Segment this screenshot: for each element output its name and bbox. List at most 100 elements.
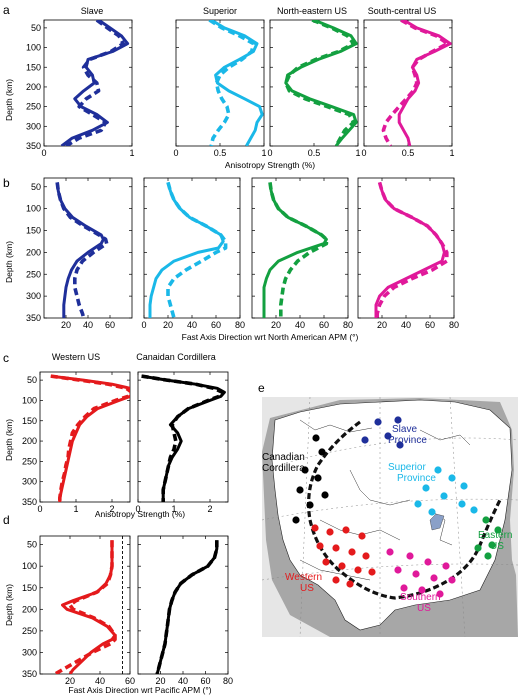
xtick-label-11-0: 20	[155, 676, 165, 686]
station-dot-1-3	[314, 474, 322, 482]
station-dot-0-2	[384, 432, 392, 440]
xtick-label-8-1: 1	[73, 504, 78, 514]
station-dot-4-4	[316, 542, 324, 550]
station-dot-4-1	[326, 528, 334, 536]
ylabel-a: Depth (km)	[4, 79, 14, 121]
ytick-label-8-0: 50	[27, 375, 37, 385]
xlabel-a: Anisotropy Strength (%)	[225, 160, 315, 170]
title-northeastern: North-eastern US	[277, 6, 347, 16]
station-dot-4-3	[358, 532, 366, 540]
ylabel-b: Depth (km)	[4, 241, 14, 283]
ytick-label-8-4: 250	[22, 456, 37, 466]
map-label-eastern-2: US	[490, 541, 504, 552]
station-dot-2-1	[448, 474, 456, 482]
ytick-label-10-5: 300	[22, 647, 37, 657]
xtick-label-10-1: 40	[95, 676, 105, 686]
station-dot-1-6	[306, 501, 314, 509]
xtick-label-10-2: 60	[125, 676, 135, 686]
map-label-western-1: Western	[285, 572, 322, 583]
xtick-label-1-0: 0	[173, 148, 178, 158]
xlabel-b: Fast Axis Direction wrt North American A…	[182, 332, 359, 342]
profile-solid-1	[210, 20, 264, 146]
station-dot-1-5	[321, 491, 329, 499]
xtick-label-7-0: 20	[377, 320, 387, 330]
station-dot-2-7	[470, 506, 478, 514]
panel-label-a: a	[3, 3, 10, 17]
station-dots	[292, 416, 502, 598]
profile-dashed-5	[166, 181, 228, 318]
xtick-label-2-2: 1	[355, 148, 360, 158]
title-cordillera: Canaidan Cordillera	[136, 352, 216, 362]
xtick-label-11-1: 40	[178, 676, 188, 686]
xtick-label-4-0: 20	[61, 320, 71, 330]
panel-label-d: d	[3, 513, 10, 527]
plot-frame-0	[43, 19, 133, 147]
xtick-label-5-1: 20	[163, 320, 173, 330]
xtick-label-0-1: 1	[129, 148, 134, 158]
plot-frame-6	[251, 177, 349, 319]
ytick-label-0-4: 250	[26, 102, 41, 112]
ytick-label-10-6: 350	[22, 669, 37, 679]
station-dot-0-1	[394, 416, 402, 424]
station-dot-4-7	[362, 552, 370, 560]
map-label-slave-2: Province	[388, 435, 427, 446]
xtick-label-1-2: 1	[261, 148, 266, 158]
panel-label-c: c	[3, 351, 9, 365]
xtick-label-2-1: 0.5	[308, 148, 321, 158]
ytick-label-4-3: 200	[26, 247, 41, 257]
title-southcentral: South-central US	[368, 6, 437, 16]
station-dot-5-6	[430, 574, 438, 582]
ytick-label-8-2: 150	[22, 416, 37, 426]
xtick-label-7-3: 80	[449, 320, 459, 330]
profile-solid-2	[284, 20, 358, 146]
ytick-label-4-6: 350	[26, 313, 41, 323]
plot-frame-7	[357, 177, 455, 319]
plot-frame-2	[269, 19, 359, 147]
profile-dashed-10	[54, 540, 117, 674]
station-dot-5-5	[412, 570, 420, 578]
plot-frame-4	[43, 177, 133, 319]
ylabel-c: Depth (km)	[4, 419, 14, 461]
ytick-label-0-3: 200	[26, 82, 41, 92]
map-label-superior-2: Province	[397, 473, 436, 484]
profile-dashed-1	[208, 20, 256, 146]
profile-solid-8	[50, 374, 130, 502]
plot-frame-10	[39, 535, 131, 675]
station-dot-1-0	[312, 434, 320, 442]
plot-frame-3	[363, 19, 453, 147]
map-label-eastern-1: Eastern	[478, 530, 512, 541]
map-label-canadian-2: Cordillera	[262, 463, 305, 474]
map-label-southern-2: US	[417, 603, 431, 614]
ytick-label-4-0: 50	[31, 182, 41, 192]
station-dot-2-2	[460, 482, 468, 490]
station-dot-2-3	[422, 484, 430, 492]
ytick-label-10-4: 250	[22, 626, 37, 636]
station-dot-4-0	[311, 524, 319, 532]
station-dot-2-8	[428, 508, 436, 516]
station-dot-2-0	[434, 466, 442, 474]
station-dot-4-9	[338, 562, 346, 570]
xtick-label-6-3: 80	[343, 320, 353, 330]
map-label-eastern: Eastern US	[478, 530, 515, 552]
map-label-southern-1: Southern	[400, 592, 441, 603]
station-dot-4-6	[348, 548, 356, 556]
profile-dashed-3	[381, 20, 450, 146]
ytick-label-10-2: 150	[22, 583, 37, 593]
station-dot-2-4	[440, 492, 448, 500]
ytick-label-4-1: 100	[26, 204, 41, 214]
profile-dashed-7	[375, 181, 449, 318]
station-dot-5-2	[424, 558, 432, 566]
profile-dashed-9	[141, 374, 225, 502]
profile-dashed-2	[283, 20, 356, 146]
station-dot-4-11	[368, 568, 376, 576]
station-dot-3-3	[474, 544, 482, 552]
ytick-label-0-0: 50	[31, 23, 41, 33]
panel-label-e: e	[258, 381, 265, 395]
map-label-superior: Superior Province	[388, 462, 436, 484]
xtick-label-6-2: 60	[319, 320, 329, 330]
station-dot-1-2	[301, 466, 309, 474]
ytick-label-8-5: 300	[22, 477, 37, 487]
station-dot-5-10	[436, 590, 444, 598]
map-label-western: Western US	[285, 572, 325, 594]
